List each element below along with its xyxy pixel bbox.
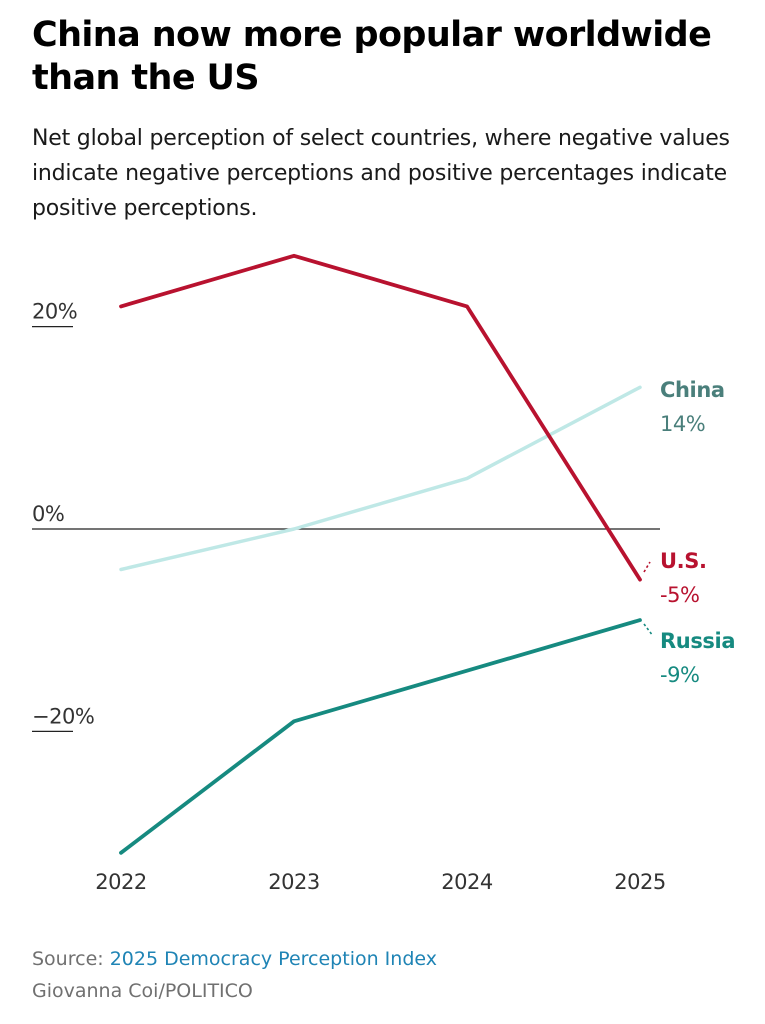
series-line xyxy=(119,618,642,855)
chart-title: China now more popular worldwide than th… xyxy=(32,15,712,98)
series-value-label: -5% xyxy=(660,583,699,607)
source-prefix: Source: xyxy=(32,948,110,970)
y-tick-label: −20% xyxy=(32,704,94,728)
series-name-label: U.S. xyxy=(660,549,707,573)
label-leader xyxy=(643,623,654,637)
series-value-label: -9% xyxy=(660,663,699,687)
series-line xyxy=(119,253,642,582)
series-name-label: Russia xyxy=(660,629,735,653)
source-line: Source: 2025 Democracy Perception Index xyxy=(32,946,437,972)
series-name-label: China xyxy=(660,378,725,402)
x-tick-label: 2022 xyxy=(95,870,146,894)
y-tick-label: 20% xyxy=(32,300,77,324)
credit-line: Giovanna Coi/POLITICO xyxy=(32,980,253,1002)
series-value-label: 14% xyxy=(660,412,705,436)
source-link[interactable]: 2025 Democracy Perception Index xyxy=(109,948,437,970)
x-tick-label: 2024 xyxy=(441,870,493,894)
label-leader xyxy=(643,561,651,573)
chart-subtitle: Net global perception of select countrie… xyxy=(32,126,730,221)
series-line xyxy=(119,385,642,572)
x-tick-label: 2025 xyxy=(614,870,665,894)
x-tick-label: 2023 xyxy=(268,870,319,894)
y-tick-label: 0% xyxy=(32,502,64,526)
